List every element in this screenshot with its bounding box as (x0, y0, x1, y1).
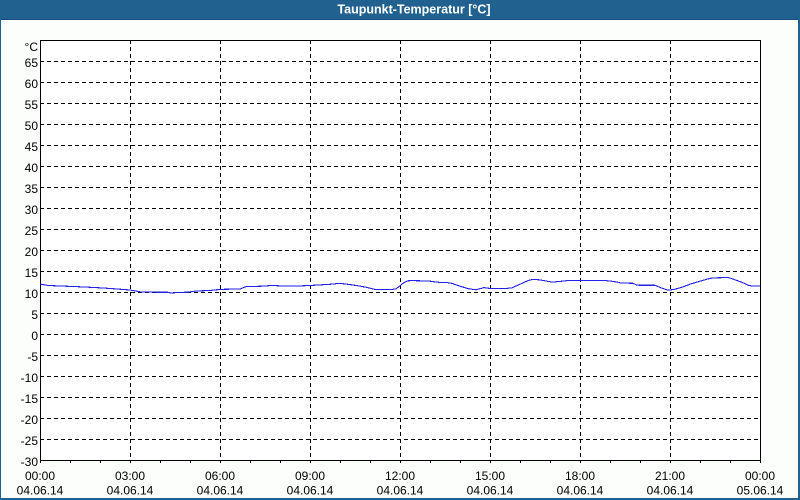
svg-text:5: 5 (31, 308, 38, 322)
svg-text:04.06.14: 04.06.14 (197, 484, 244, 498)
svg-text:04.06.14: 04.06.14 (287, 484, 334, 498)
svg-text:05.06.14: 05.06.14 (737, 484, 784, 498)
svg-text:35: 35 (25, 182, 39, 196)
svg-text:10: 10 (25, 287, 39, 301)
svg-text:20: 20 (25, 245, 39, 259)
svg-text:09:00: 09:00 (295, 469, 325, 483)
svg-text:65: 65 (25, 56, 39, 70)
svg-text:18:00: 18:00 (565, 469, 595, 483)
svg-text:-20: -20 (21, 413, 39, 427)
svg-text:04.06.14: 04.06.14 (557, 484, 604, 498)
svg-text:06:00: 06:00 (205, 469, 235, 483)
svg-text:55: 55 (25, 98, 39, 112)
svg-text:25: 25 (25, 224, 39, 238)
svg-text:04.06.14: 04.06.14 (377, 484, 424, 498)
svg-text:60: 60 (25, 77, 39, 91)
svg-text:Taupunkt-Temperatur [°C]: Taupunkt-Temperatur [°C] (337, 3, 490, 17)
svg-text:15: 15 (25, 266, 39, 280)
svg-text:03:00: 03:00 (115, 469, 145, 483)
svg-text:-10: -10 (21, 371, 39, 385)
svg-text:04.06.14: 04.06.14 (467, 484, 514, 498)
svg-text:04.06.14: 04.06.14 (17, 484, 64, 498)
svg-text:-25: -25 (21, 434, 39, 448)
svg-text:00:00: 00:00 (25, 469, 55, 483)
svg-text:-5: -5 (27, 350, 38, 364)
svg-text:-30: -30 (21, 455, 39, 469)
svg-text:0: 0 (31, 329, 38, 343)
svg-text:-15: -15 (21, 392, 39, 406)
svg-text:00:00: 00:00 (745, 469, 775, 483)
svg-text:04.06.14: 04.06.14 (107, 484, 154, 498)
svg-text:30: 30 (25, 203, 39, 217)
svg-text:50: 50 (25, 119, 39, 133)
svg-text:12:00: 12:00 (385, 469, 415, 483)
svg-text:15:00: 15:00 (475, 469, 505, 483)
svg-text:04.06.14: 04.06.14 (647, 484, 694, 498)
svg-text:45: 45 (25, 140, 39, 154)
svg-text:40: 40 (25, 161, 39, 175)
svg-text:21:00: 21:00 (655, 469, 685, 483)
svg-text:°C: °C (25, 40, 39, 54)
